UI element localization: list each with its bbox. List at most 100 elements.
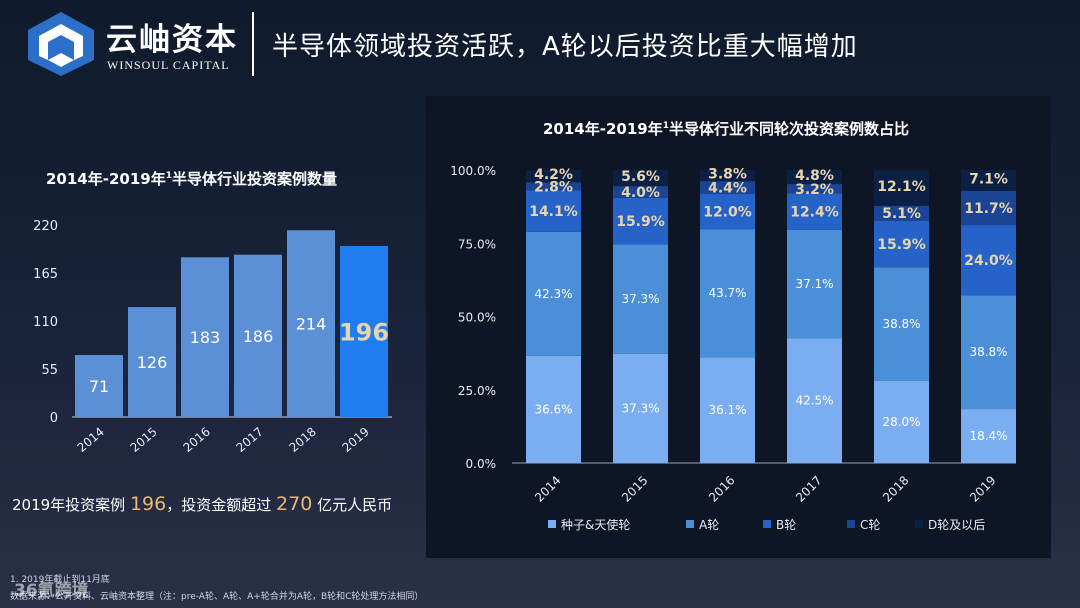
stack-segment (700, 357, 755, 463)
segment-data-label: 36.1% (708, 403, 746, 417)
logo-icon (26, 10, 96, 78)
segment-data-label: 37.3% (621, 292, 659, 306)
stack-segment (874, 220, 929, 268)
stack-segment (874, 170, 929, 206)
y-tick-label: 75.0% (458, 237, 496, 251)
stack-segment (961, 190, 1016, 226)
segment-data-label: 38.8% (969, 345, 1007, 359)
x-tick-label: 2015 (619, 473, 650, 504)
right-title-suffix: 半导体行业不同轮次投资案例数占比 (669, 120, 910, 138)
y-tick-label: 0 (50, 411, 58, 426)
investment-summary: 2019年投资案例 196，投资金额超过 270 亿元人民币 (12, 493, 392, 515)
bar (287, 230, 335, 417)
segment-data-label: 4.2% (534, 167, 573, 183)
segment-data-label: 14.1% (529, 204, 578, 220)
segment-data-label: 12.4% (790, 205, 839, 221)
legend-swatch (763, 520, 771, 528)
x-tick-label: 2018 (880, 473, 911, 504)
left-title-sup: 1 (165, 171, 172, 181)
x-tick-label: 2019 (967, 473, 998, 504)
x-tick-label: 2018 (287, 425, 319, 455)
page-title: 半导体领域投资活跃，A轮以后投资比重大幅增加 (272, 32, 858, 62)
segment-data-label: 43.7% (708, 286, 746, 300)
x-tick-label: 2017 (793, 473, 824, 504)
stack-segment (526, 190, 581, 232)
brand-name-en: WINSOUL CAPITAL (107, 58, 230, 72)
segment-data-label: 12.0% (703, 205, 752, 221)
stack-segment (874, 267, 929, 381)
bar (181, 257, 229, 417)
stack-segment (961, 170, 1016, 191)
segment-data-label: 37.1% (795, 277, 833, 291)
right-chart-title: 2014年-2019年1半导体行业不同轮次投资案例数占比 (543, 118, 909, 139)
segment-data-label: 37.3% (621, 401, 659, 415)
bar (340, 245, 388, 417)
bar (234, 254, 282, 417)
segment-data-label: 4.0% (621, 185, 660, 201)
y-tick-label: 100.0% (450, 164, 496, 178)
segment-data-label: 2.8% (534, 179, 573, 195)
segment-data-label: 28.0% (882, 415, 920, 429)
x-tick-label: 2015 (128, 425, 160, 455)
header-divider (252, 12, 254, 76)
segment-data-label: 42.3% (534, 287, 572, 301)
bar-data-label: 196 (339, 318, 389, 346)
y-tick-label: 165 (33, 267, 58, 282)
right-title-prefix: 2014年-2019年 (543, 120, 663, 138)
summary-count: 196 (129, 493, 167, 515)
bar (75, 355, 123, 417)
right-title-sup: 1 (662, 121, 669, 131)
legend-swatch (548, 520, 556, 528)
stack-segment (613, 169, 668, 187)
stack-segment (613, 244, 668, 354)
watermark-text: 36氪跨境 (14, 581, 89, 601)
segment-data-label: 18.4% (969, 429, 1007, 443)
stack-segment (613, 353, 668, 463)
segment-data-label: 3.2% (795, 182, 834, 198)
stack-segment (526, 170, 581, 183)
summary-part1: 2019年投资案例 (12, 496, 126, 514)
stack-segment (787, 170, 842, 185)
footnote-source: 数据来源：公开资料、云岫资本整理（注：pre-A轮、A轮、A+轮合并为A轮，B轮… (10, 592, 424, 602)
segment-data-label: 36.6% (534, 402, 572, 416)
summary-amount: 270 (276, 493, 313, 515)
y-tick-label: 25.0% (458, 384, 496, 398)
bar-data-label: 71 (89, 377, 109, 396)
legend-swatch (686, 520, 694, 528)
x-tick-label: 2014 (532, 473, 563, 504)
summary-part2: ，投资金额超过 (166, 496, 272, 514)
segment-data-label: 15.9% (877, 237, 926, 253)
legend-label: 种子&天使轮 (561, 517, 630, 532)
legend-label: A轮 (699, 518, 719, 532)
segment-data-label: 12.1% (877, 179, 926, 195)
x-tick-label: 2016 (706, 473, 737, 504)
stack-segment (787, 338, 842, 463)
stack-segment (787, 193, 842, 230)
segment-data-label: 42.5% (795, 394, 833, 408)
bar-data-label: 214 (296, 315, 327, 334)
left-title-suffix: 半导体行业投资案例数量 (172, 170, 338, 188)
stack-segment (700, 170, 755, 182)
x-tick-label: 2016 (181, 425, 213, 455)
legend-label: D轮及以后 (928, 518, 985, 532)
y-tick-label: 220 (33, 219, 58, 234)
stack-segment (961, 409, 1016, 463)
round-share-stacked-chart: 0.0% 25.0% 50.0% 75.0% 100.0% 36.6% 42.3% 14.1%… (450, 164, 1016, 532)
y-tick-label: 50.0% (458, 311, 496, 325)
y-tick-label: 0.0% (466, 457, 497, 471)
stack-segment (526, 182, 581, 191)
left-chart-title: 2014年-2019年1半导体行业投资案例数量 (46, 168, 337, 189)
legend-swatch (847, 520, 855, 528)
segment-data-label: 11.7% (964, 201, 1013, 217)
segment-data-label: 4.8% (795, 168, 834, 184)
bar-data-label: 126 (137, 353, 168, 372)
legend-label: C轮 (860, 518, 880, 532)
bar-data-label: 186 (243, 327, 274, 346)
stack-segment (700, 181, 755, 195)
bar (128, 307, 176, 417)
segment-data-label: 3.8% (708, 167, 747, 183)
stack-segment (613, 197, 668, 245)
summary-part3: 亿元人民币 (317, 496, 393, 514)
y-tick-label: 55 (41, 363, 58, 378)
stack-segment (787, 184, 842, 194)
